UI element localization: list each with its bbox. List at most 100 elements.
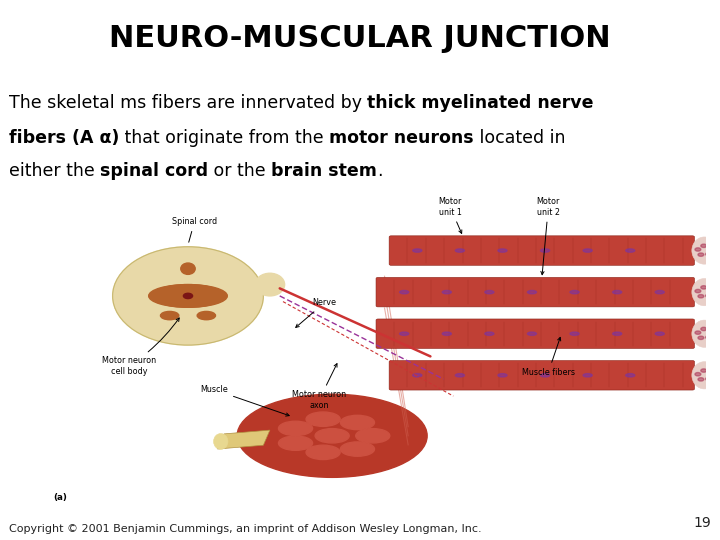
Text: either the: either the [9,162,100,180]
Circle shape [707,247,714,251]
Ellipse shape [626,249,635,252]
Ellipse shape [237,394,427,477]
Ellipse shape [341,415,374,430]
Ellipse shape [279,436,312,450]
Ellipse shape [692,320,716,347]
Ellipse shape [442,291,451,294]
Text: Muscle fibers: Muscle fibers [522,338,575,377]
Ellipse shape [692,237,716,264]
Text: The skeletal ms fibers are innervated by: The skeletal ms fibers are innervated by [9,94,367,112]
Text: .: . [377,162,382,180]
Ellipse shape [583,374,593,377]
Circle shape [701,286,706,289]
Circle shape [695,331,701,334]
Text: Motor neuron
axon: Motor neuron axon [292,363,346,410]
Circle shape [707,288,714,292]
Circle shape [706,336,711,339]
Text: (a): (a) [54,493,68,502]
Circle shape [707,247,714,251]
Ellipse shape [613,291,622,294]
Ellipse shape [356,429,390,443]
Ellipse shape [181,263,195,274]
Circle shape [706,253,711,256]
Ellipse shape [112,247,264,345]
Circle shape [707,288,714,292]
Ellipse shape [570,291,579,294]
Text: spinal cord: spinal cord [100,162,208,180]
Polygon shape [217,430,270,449]
Text: motor neurons: motor neurons [329,129,474,146]
Circle shape [701,327,706,330]
Ellipse shape [485,291,494,294]
Ellipse shape [400,332,409,335]
Text: Motor
unit 2: Motor unit 2 [536,197,560,275]
Ellipse shape [498,374,507,377]
Ellipse shape [455,249,464,252]
Ellipse shape [455,374,464,377]
Ellipse shape [541,374,549,377]
FancyBboxPatch shape [376,278,695,307]
Text: Motor
unit 1: Motor unit 1 [438,197,462,233]
Text: that originate from the: that originate from the [119,129,329,146]
Circle shape [698,253,704,256]
Ellipse shape [315,429,349,443]
Circle shape [695,289,701,293]
Circle shape [706,377,711,381]
Text: Motor neuron
cell body: Motor neuron cell body [102,318,179,376]
Ellipse shape [279,421,312,436]
Text: thick myelinated nerve: thick myelinated nerve [367,94,593,112]
Ellipse shape [413,374,422,377]
Ellipse shape [152,285,224,307]
Ellipse shape [214,434,228,449]
Circle shape [695,248,701,251]
Ellipse shape [255,273,284,296]
Text: Spinal cord: Spinal cord [172,217,217,242]
Ellipse shape [306,445,340,460]
Ellipse shape [613,332,622,335]
Circle shape [701,244,706,247]
Ellipse shape [570,332,579,335]
Ellipse shape [655,332,665,335]
Ellipse shape [341,442,374,456]
Ellipse shape [692,279,716,306]
Circle shape [701,369,706,372]
Circle shape [698,377,704,381]
Circle shape [707,330,714,334]
Ellipse shape [306,412,340,427]
Ellipse shape [626,374,635,377]
Ellipse shape [149,285,228,307]
Text: fibers (A α): fibers (A α) [9,129,119,146]
Circle shape [707,372,714,375]
Circle shape [707,330,714,334]
Ellipse shape [197,312,215,320]
Ellipse shape [485,332,494,335]
Ellipse shape [541,249,549,252]
Ellipse shape [527,332,536,335]
Circle shape [698,336,704,340]
Circle shape [698,294,704,298]
FancyBboxPatch shape [389,361,695,390]
Text: brain stem: brain stem [271,162,377,180]
Text: located in: located in [474,129,565,146]
Ellipse shape [161,312,179,320]
Ellipse shape [400,291,409,294]
Ellipse shape [413,249,422,252]
Text: 19: 19 [693,516,711,530]
Circle shape [706,294,711,298]
FancyBboxPatch shape [389,236,695,265]
Text: Muscle: Muscle [200,385,289,416]
Ellipse shape [692,362,716,389]
Ellipse shape [583,249,593,252]
Text: or the: or the [208,162,271,180]
Circle shape [695,373,701,376]
Circle shape [184,293,192,299]
Ellipse shape [442,332,451,335]
Text: Nerve: Nerve [296,298,336,327]
FancyBboxPatch shape [376,319,695,348]
Circle shape [707,372,714,375]
Ellipse shape [498,249,507,252]
Text: Copyright © 2001 Benjamin Cummings, an imprint of Addison Wesley Longman, Inc.: Copyright © 2001 Benjamin Cummings, an i… [9,523,481,534]
Text: NEURO-MUSCULAR JUNCTION: NEURO-MUSCULAR JUNCTION [109,24,611,53]
Ellipse shape [655,291,665,294]
Ellipse shape [527,291,536,294]
